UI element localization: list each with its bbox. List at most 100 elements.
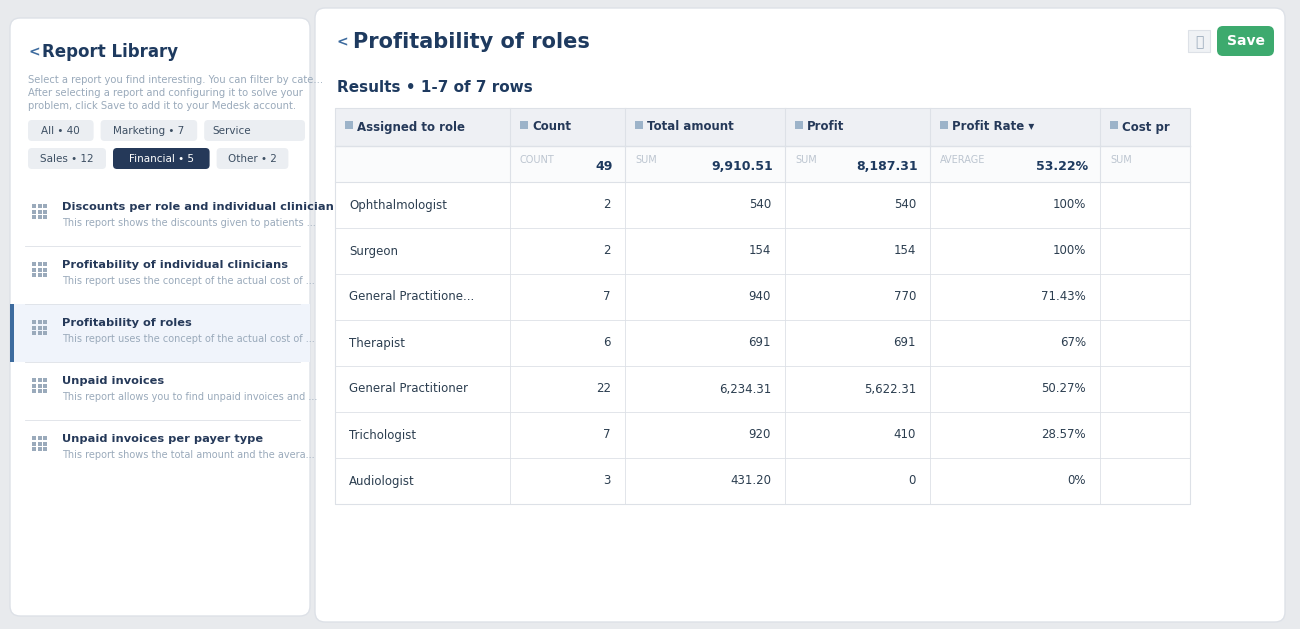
Text: 53.22%: 53.22% (1036, 160, 1088, 174)
Text: This report shows the total amount and the avera...: This report shows the total amount and t… (62, 450, 315, 460)
Text: Sales • 12: Sales • 12 (40, 154, 94, 164)
Bar (32, 442, 36, 445)
Text: 6,234.31: 6,234.31 (719, 382, 771, 396)
Text: 0: 0 (909, 474, 916, 487)
Bar (43, 262, 47, 266)
Bar (335, 108, 1190, 504)
Text: ⤢: ⤢ (1195, 35, 1204, 49)
Bar (32, 273, 36, 277)
Bar (38, 442, 42, 445)
FancyBboxPatch shape (113, 148, 209, 169)
Bar (32, 447, 36, 451)
Text: 691: 691 (749, 337, 771, 350)
Bar (634, 121, 644, 129)
Bar (32, 204, 36, 208)
Bar (43, 384, 47, 387)
Bar (38, 384, 42, 387)
Text: 940: 940 (749, 291, 771, 304)
Bar (38, 209, 42, 213)
FancyBboxPatch shape (315, 8, 1284, 622)
Bar (43, 209, 47, 213)
Text: Financial • 5: Financial • 5 (129, 154, 194, 164)
Text: 7: 7 (603, 428, 611, 442)
Text: This report shows the discounts given to patients ...: This report shows the discounts given to… (62, 218, 316, 228)
Bar (32, 262, 36, 266)
Text: Surgeon: Surgeon (348, 245, 398, 257)
Text: Assigned to role: Assigned to role (358, 121, 465, 133)
Text: problem, click Save to add it to your Medesk account.: problem, click Save to add it to your Me… (29, 101, 296, 111)
Text: SUM: SUM (634, 155, 656, 165)
Text: 50.27%: 50.27% (1041, 382, 1085, 396)
Text: 0%: 0% (1067, 474, 1086, 487)
Text: Unpaid invoices per payer type: Unpaid invoices per payer type (62, 434, 263, 444)
Text: 22: 22 (595, 382, 611, 396)
Bar (43, 215, 47, 219)
Text: Other • 2: Other • 2 (227, 154, 277, 164)
Bar (43, 436, 47, 440)
Text: 100%: 100% (1053, 199, 1086, 211)
Text: 8,187.31: 8,187.31 (857, 160, 918, 174)
Text: <: < (337, 35, 348, 49)
Bar (43, 447, 47, 451)
Text: General Practitioner: General Practitioner (348, 382, 468, 396)
Text: Save: Save (1226, 34, 1265, 48)
Text: Unpaid invoices: Unpaid invoices (62, 376, 164, 386)
Bar (796, 121, 803, 129)
Text: 71.43%: 71.43% (1041, 291, 1085, 304)
Bar (38, 389, 42, 393)
Bar (32, 389, 36, 393)
Bar (32, 325, 36, 330)
Text: Profit Rate ▾: Profit Rate ▾ (952, 121, 1035, 133)
Bar (32, 267, 36, 272)
Bar (38, 331, 42, 335)
Bar (335, 274, 1190, 320)
Text: 7: 7 (603, 291, 611, 304)
Bar (940, 121, 948, 129)
Text: 67%: 67% (1060, 337, 1086, 350)
FancyBboxPatch shape (204, 120, 306, 141)
Bar (335, 146, 1190, 182)
Bar (38, 267, 42, 272)
Text: <: < (29, 45, 39, 59)
Bar (43, 204, 47, 208)
Text: This report uses the concept of the actual cost of ...: This report uses the concept of the actu… (62, 276, 315, 286)
Bar (43, 325, 47, 330)
Text: 28.57%: 28.57% (1041, 428, 1085, 442)
Text: 920: 920 (749, 428, 771, 442)
Bar (335, 458, 1190, 504)
Text: Results • 1-7 of 7 rows: Results • 1-7 of 7 rows (337, 81, 533, 96)
Bar (335, 412, 1190, 458)
Text: 154: 154 (749, 245, 771, 257)
Bar (1110, 121, 1118, 129)
Text: All • 40: All • 40 (42, 126, 81, 136)
Bar (520, 121, 528, 129)
Text: Profit: Profit (807, 121, 845, 133)
Text: General Practitione...: General Practitione... (348, 291, 474, 304)
Text: 6: 6 (603, 337, 611, 350)
Text: AVERAGE: AVERAGE (940, 155, 985, 165)
Bar (10, 304, 14, 362)
Text: 431.20: 431.20 (731, 474, 771, 487)
FancyBboxPatch shape (29, 120, 94, 141)
Text: Marketing • 7: Marketing • 7 (113, 126, 185, 136)
Bar (32, 384, 36, 387)
Text: Therapist: Therapist (348, 337, 406, 350)
Bar (335, 228, 1190, 274)
Bar (38, 436, 42, 440)
Text: 5,622.31: 5,622.31 (863, 382, 916, 396)
Text: 9,910.51: 9,910.51 (711, 160, 773, 174)
Bar (38, 262, 42, 266)
Text: Count: Count (532, 121, 571, 133)
Bar (38, 320, 42, 324)
Text: Service: Service (212, 126, 251, 136)
Text: Profitability of individual clinicians: Profitability of individual clinicians (62, 260, 289, 270)
Bar (43, 320, 47, 324)
Text: 154: 154 (893, 245, 916, 257)
Text: COUNT: COUNT (520, 155, 555, 165)
Bar (43, 378, 47, 382)
Bar (32, 320, 36, 324)
Bar (32, 209, 36, 213)
Bar (32, 331, 36, 335)
FancyBboxPatch shape (29, 148, 107, 169)
Bar (335, 108, 1190, 146)
